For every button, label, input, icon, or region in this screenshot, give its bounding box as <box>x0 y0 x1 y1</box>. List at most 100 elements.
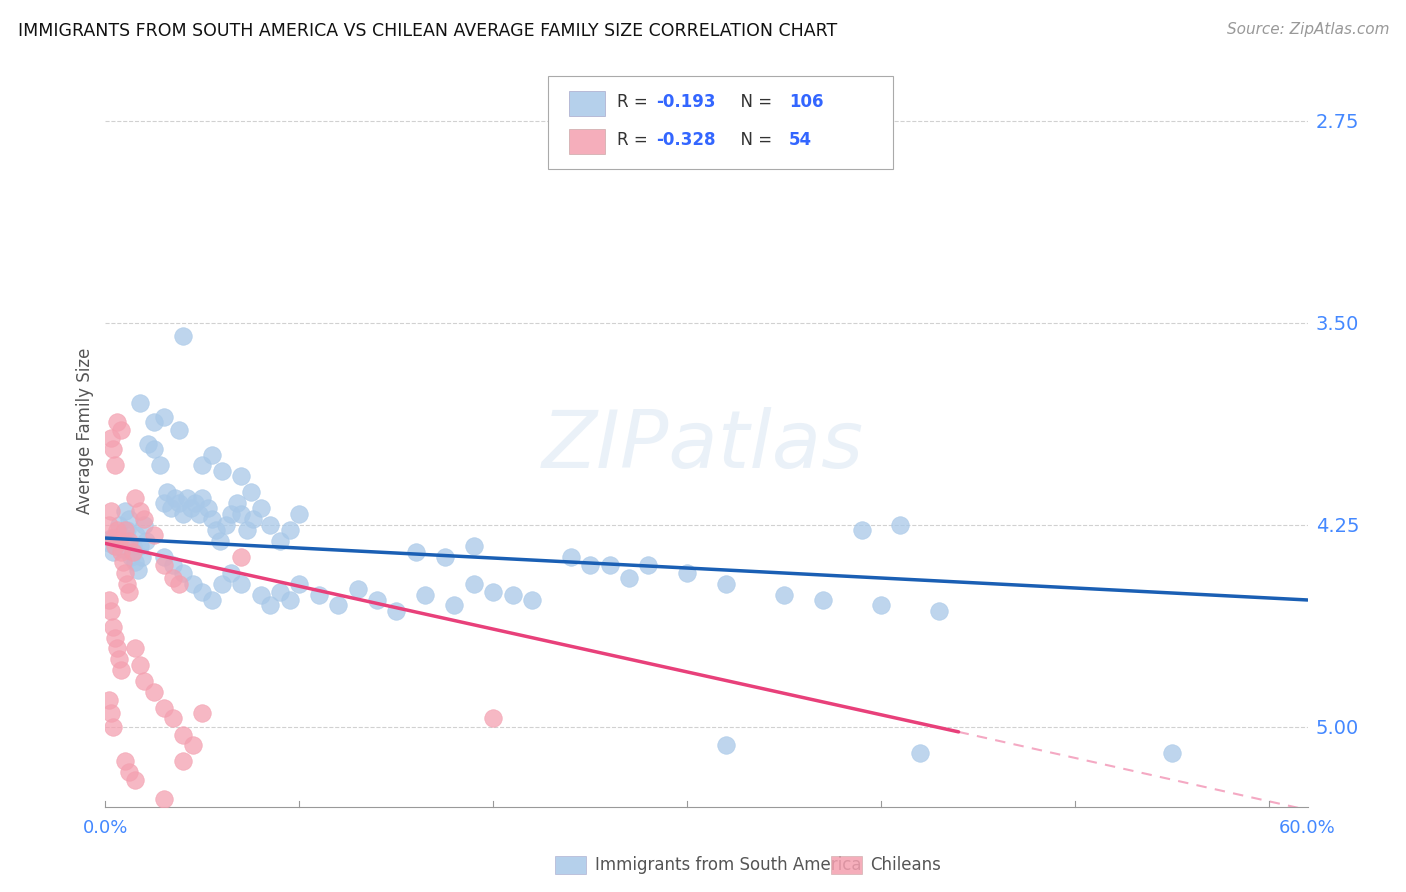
Point <box>114 523 136 537</box>
Point <box>288 577 311 591</box>
Point <box>162 711 184 725</box>
Point <box>714 577 737 591</box>
Point <box>172 507 194 521</box>
Point <box>385 604 408 618</box>
Point <box>124 491 146 505</box>
Text: 0.0%: 0.0% <box>83 819 128 837</box>
Point <box>463 577 485 591</box>
Point <box>104 458 127 473</box>
Point <box>231 507 253 521</box>
Point <box>181 577 204 591</box>
Point <box>249 588 271 602</box>
Point <box>191 491 214 505</box>
Point <box>162 571 184 585</box>
Point <box>870 599 893 613</box>
Point <box>142 442 165 457</box>
Point <box>191 706 214 720</box>
Point <box>201 448 224 462</box>
Point <box>249 501 271 516</box>
Point <box>676 566 699 580</box>
Point <box>110 544 132 558</box>
Point <box>236 523 259 537</box>
Point <box>152 496 174 510</box>
Point <box>129 504 152 518</box>
Point <box>637 558 659 572</box>
Point <box>214 517 236 532</box>
Text: IMMIGRANTS FROM SOUTH AMERICA VS CHILEAN AVERAGE FAMILY SIZE CORRELATION CHART: IMMIGRANTS FROM SOUTH AMERICA VS CHILEAN… <box>18 22 838 40</box>
Point <box>105 415 128 429</box>
Point <box>108 652 131 666</box>
Point <box>129 396 152 410</box>
Point <box>142 528 165 542</box>
Y-axis label: Average Family Size: Average Family Size <box>76 347 94 514</box>
Text: Immigrants from South America: Immigrants from South America <box>595 856 862 874</box>
Point <box>181 739 204 753</box>
Point <box>105 641 128 656</box>
Point <box>124 641 146 656</box>
Point <box>131 549 153 564</box>
Text: N =: N = <box>730 131 778 149</box>
Point <box>201 512 224 526</box>
Point <box>110 663 132 677</box>
Point <box>103 442 125 457</box>
Point <box>115 523 138 537</box>
Point <box>928 604 950 618</box>
Point <box>183 496 205 510</box>
Point <box>118 585 141 599</box>
Point <box>98 517 121 532</box>
Point <box>278 593 301 607</box>
Point <box>129 657 152 672</box>
Text: ZIPatlas: ZIPatlas <box>541 407 865 485</box>
Point <box>165 491 187 505</box>
Point <box>103 531 125 545</box>
Point <box>129 539 152 553</box>
Point <box>125 528 148 542</box>
Point <box>114 504 136 518</box>
Point <box>156 485 179 500</box>
Point <box>288 507 311 521</box>
Text: Source: ZipAtlas.com: Source: ZipAtlas.com <box>1226 22 1389 37</box>
Point <box>239 485 262 500</box>
Point <box>172 728 194 742</box>
Point <box>103 544 125 558</box>
Point <box>308 588 330 602</box>
Point <box>134 673 156 688</box>
Point <box>152 409 174 424</box>
Point <box>152 700 174 714</box>
Point <box>115 577 138 591</box>
Point <box>167 496 190 510</box>
Point <box>120 549 142 564</box>
Point <box>201 593 224 607</box>
Text: Chileans: Chileans <box>870 856 941 874</box>
Text: R =: R = <box>617 131 654 149</box>
Point <box>114 755 136 769</box>
Text: R =: R = <box>617 93 654 111</box>
Point <box>172 755 194 769</box>
Point <box>134 512 156 526</box>
Text: -0.328: -0.328 <box>657 131 716 149</box>
Point <box>231 469 253 483</box>
Point <box>191 458 214 473</box>
Point <box>124 555 146 569</box>
Point <box>110 528 132 542</box>
Point <box>118 512 141 526</box>
Point <box>579 558 602 572</box>
Point <box>482 585 505 599</box>
Point <box>211 577 233 591</box>
Point <box>443 599 465 613</box>
Text: 60.0%: 60.0% <box>1279 819 1336 837</box>
Point <box>114 566 136 580</box>
Text: N =: N = <box>730 93 778 111</box>
Point <box>502 588 524 602</box>
Point <box>100 432 122 446</box>
Point <box>111 541 134 556</box>
Point <box>167 424 190 438</box>
Point <box>118 765 141 780</box>
Point <box>172 566 194 580</box>
Point <box>104 631 127 645</box>
Point <box>98 536 121 550</box>
Point <box>599 558 621 572</box>
Point <box>482 711 505 725</box>
Point <box>191 585 214 599</box>
Point <box>187 507 209 521</box>
